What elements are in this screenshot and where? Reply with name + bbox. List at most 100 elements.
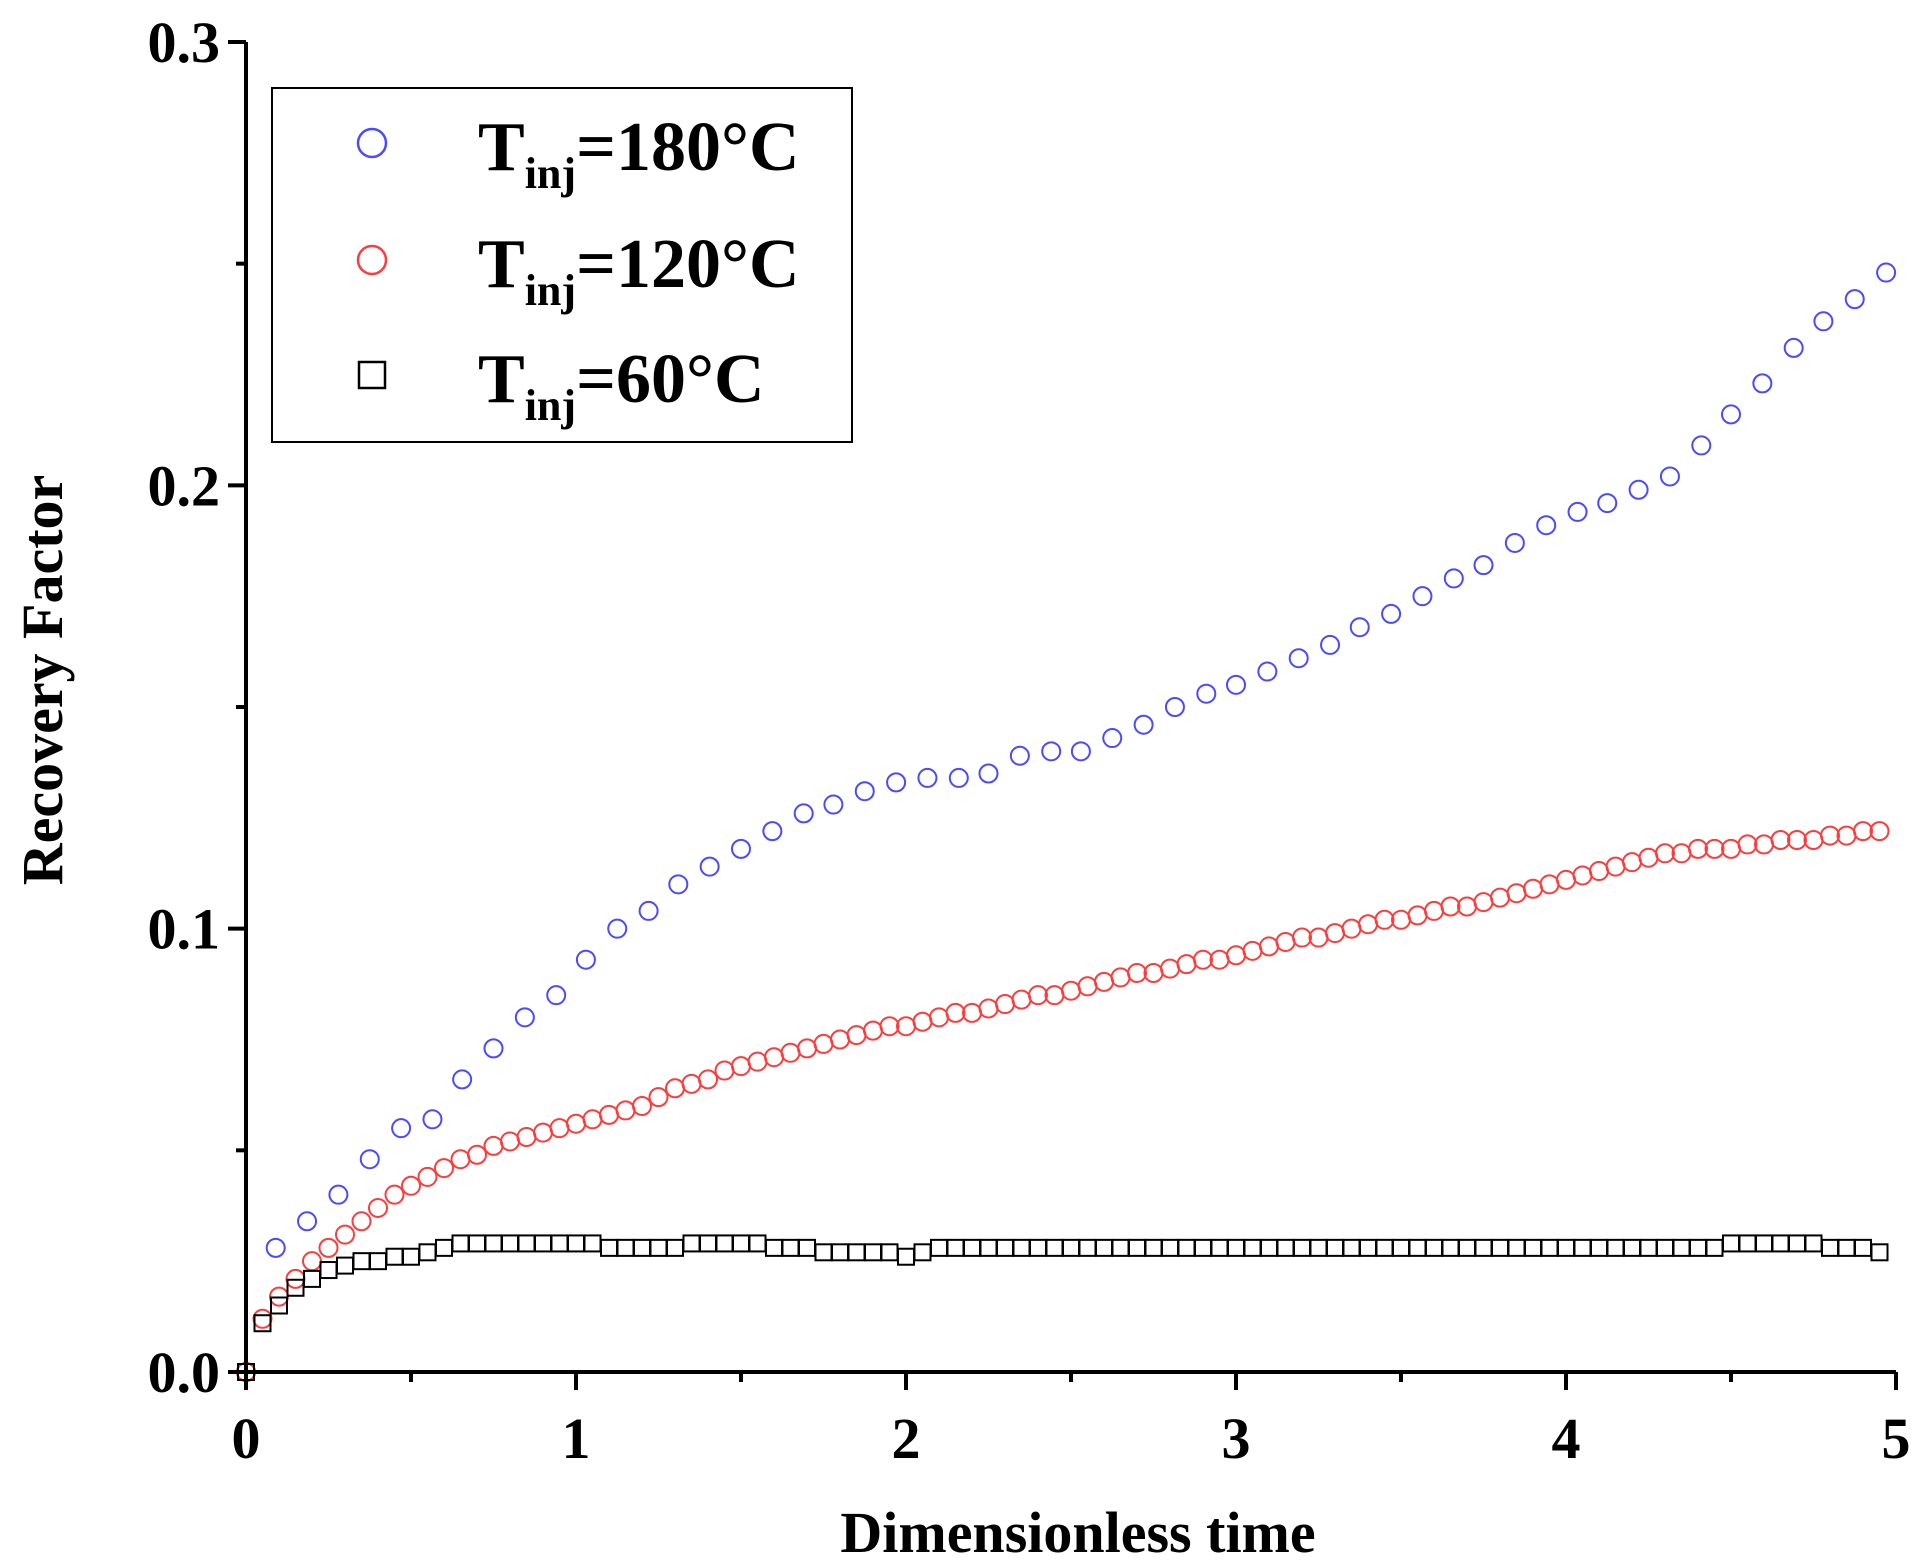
data-point xyxy=(1567,501,1588,522)
data-point xyxy=(546,985,567,1006)
legend-box xyxy=(271,87,853,443)
data-point xyxy=(417,1166,438,1187)
y-tick-label: 0.1 xyxy=(148,897,221,962)
data-point xyxy=(1473,555,1494,576)
data-point xyxy=(1628,479,1649,500)
data-point xyxy=(668,874,689,895)
data-point xyxy=(823,794,844,815)
data-point xyxy=(1292,927,1312,948)
series-2-points xyxy=(237,1234,1889,1381)
data-point xyxy=(854,781,875,802)
data-point xyxy=(434,1158,454,1179)
data-point xyxy=(648,1087,669,1108)
data-point xyxy=(384,1184,405,1205)
y-axis-label: Recovery Factor xyxy=(10,475,75,886)
data-point xyxy=(632,1096,652,1116)
legend-marker-t60 xyxy=(357,360,387,390)
data-point xyxy=(1440,896,1461,917)
data-point xyxy=(1257,661,1278,682)
data-point xyxy=(1320,634,1341,655)
data-point xyxy=(335,1224,355,1245)
data-point xyxy=(328,1184,349,1205)
x-tick-label: 0 xyxy=(232,1406,261,1471)
data-point xyxy=(1752,373,1773,394)
data-point xyxy=(1070,741,1091,762)
data-point xyxy=(1381,603,1402,624)
data-point xyxy=(1737,834,1758,855)
data-point xyxy=(1374,909,1395,930)
data-point xyxy=(575,949,596,970)
plot-marks xyxy=(236,262,1897,1382)
data-point xyxy=(638,900,659,921)
data-point xyxy=(1349,617,1370,638)
data-point xyxy=(1659,466,1680,487)
data-point xyxy=(1041,741,1062,762)
data-point xyxy=(1133,714,1154,735)
legend-label-t60-sub: inj xyxy=(525,381,576,430)
data-point xyxy=(401,1175,421,1196)
data-point xyxy=(1504,532,1525,553)
data-point xyxy=(793,803,814,824)
legend-marker-t120 xyxy=(356,244,388,276)
data-point xyxy=(467,1144,487,1165)
data-point xyxy=(1787,830,1807,850)
legend-entry-t60: Tinj=60°C xyxy=(357,341,765,430)
data-point xyxy=(917,767,938,788)
y-tick-label: 0.3 xyxy=(148,10,221,75)
legend: Tinj=180°C Tinj=120°C Tinj=60°C xyxy=(271,87,853,443)
legend-label-t120-sub: inj xyxy=(525,266,576,315)
data-point xyxy=(607,918,628,939)
legend-label-t180-main: T xyxy=(478,109,525,186)
data-point xyxy=(886,772,907,793)
data-point xyxy=(1853,821,1873,842)
legend-entry-t180: Tinj=180°C xyxy=(356,109,800,198)
x-tick-label: 3 xyxy=(1222,1406,1251,1471)
legend-label-t60-rest: =60°C xyxy=(576,341,764,418)
data-point xyxy=(351,1211,372,1232)
data-point xyxy=(270,1296,288,1315)
data-point xyxy=(762,821,783,842)
data-point xyxy=(422,1109,443,1130)
data-point xyxy=(1536,515,1557,536)
data-point xyxy=(1869,821,1890,842)
data-point xyxy=(1770,830,1791,850)
x-tick-label: 2 xyxy=(892,1406,921,1471)
legend-label-t180: Tinj=180°C xyxy=(478,109,800,198)
data-point xyxy=(1193,949,1213,970)
data-point xyxy=(1288,648,1309,669)
x-tick-label: 5 xyxy=(1882,1406,1911,1471)
data-point xyxy=(731,838,751,859)
data-point xyxy=(1870,1243,1889,1262)
data-point xyxy=(1597,493,1618,514)
data-point xyxy=(514,1007,535,1028)
data-point xyxy=(1721,404,1741,425)
x-tick-label: 1 xyxy=(562,1406,591,1471)
data-point xyxy=(1876,262,1897,283)
legend-label-t180-sub: inj xyxy=(525,149,576,198)
data-point xyxy=(1783,337,1804,358)
data-point xyxy=(1655,843,1675,864)
series-1-points xyxy=(236,821,1890,1382)
legend-label-t180-rest: =180°C xyxy=(576,109,799,186)
data-point xyxy=(879,1016,900,1037)
axes xyxy=(228,40,1898,1390)
data-point xyxy=(698,1069,718,1090)
data-point xyxy=(318,1237,339,1258)
data-point xyxy=(391,1118,412,1139)
data-point xyxy=(1028,985,1048,1006)
data-point xyxy=(368,1197,388,1218)
data-point xyxy=(452,1069,473,1090)
y-tick-labels: 0.0 0.1 0.2 0.3 xyxy=(148,10,221,1405)
data-point xyxy=(265,1237,286,1258)
data-point xyxy=(1844,289,1865,310)
legend-label-t120-rest: =120°C xyxy=(576,226,799,303)
data-point xyxy=(1009,745,1030,766)
legend-entry-t120: Tinj=120°C xyxy=(356,226,800,315)
data-point xyxy=(1691,435,1712,456)
x-tick-labels: 0 1 2 3 4 5 xyxy=(232,1406,1911,1471)
data-point xyxy=(1704,838,1725,859)
data-point xyxy=(1226,674,1246,695)
x-axis-label: Dimensionless time xyxy=(840,1500,1315,1565)
legend-label-t120-main: T xyxy=(478,226,525,303)
